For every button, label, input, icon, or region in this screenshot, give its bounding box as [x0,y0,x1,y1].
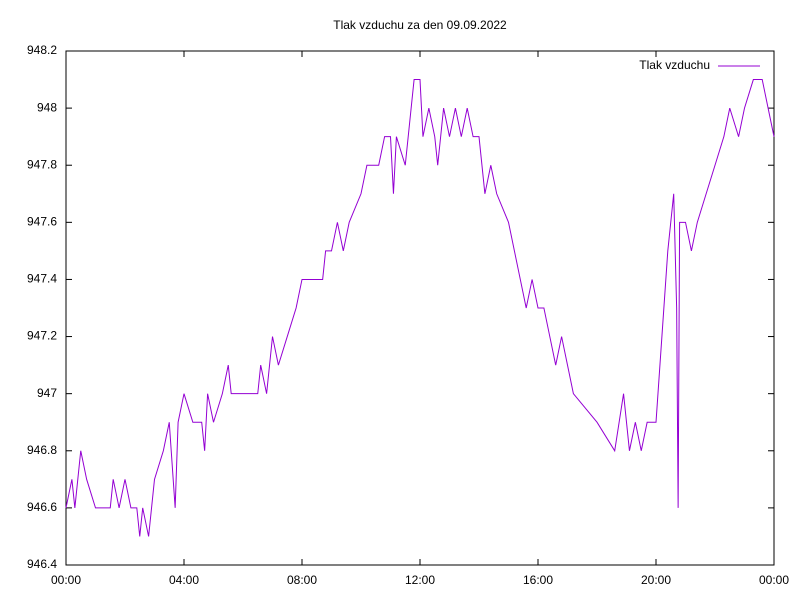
chart-title: Tlak vzduchu za den 09.09.2022 [333,18,507,32]
y-tick-label: 946.4 [27,557,57,571]
x-tick-label: 04:00 [169,573,199,587]
x-tick-label: 00:00 [759,573,789,587]
y-tick-label: 947.4 [27,272,57,286]
legend-label: Tlak vzduchu [639,58,710,72]
y-tick-label: 947.6 [27,215,57,229]
y-tick-label: 946.6 [27,500,57,514]
y-tick-label: 946.8 [27,443,57,457]
x-tick-label: 00:00 [51,573,81,587]
x-tick-label: 16:00 [523,573,553,587]
y-tick-label: 947 [37,386,57,400]
plot-border [65,50,775,566]
y-tick-label: 948 [37,100,57,114]
x-tick-label: 20:00 [641,573,671,587]
data-line [65,79,775,537]
y-tick-label: 947.2 [27,329,57,343]
x-tick-label: 08:00 [287,573,317,587]
y-tick-label: 947.8 [27,157,57,171]
y-tick-label: 948.2 [27,43,57,57]
x-tick-label: 12:00 [405,573,435,587]
